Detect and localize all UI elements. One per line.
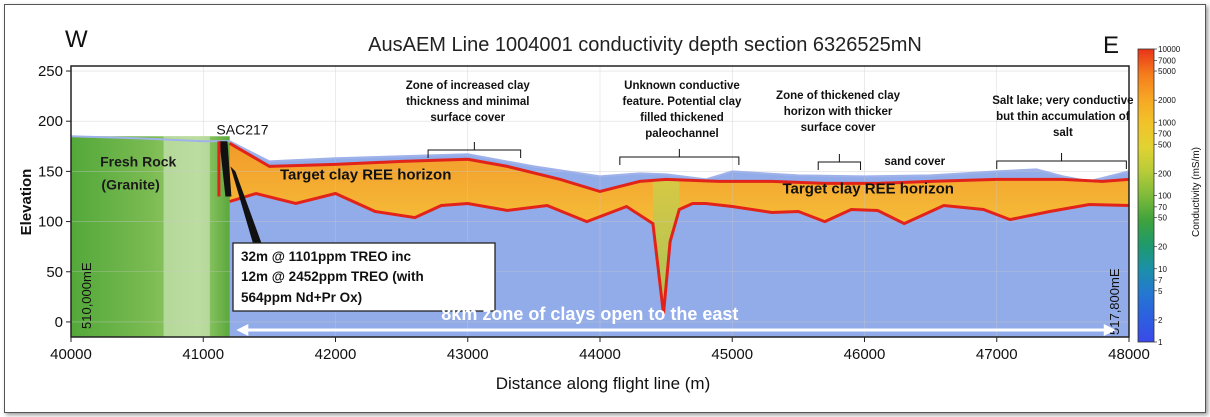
annotation-text: horizon with thicker [784,106,893,118]
y-tick-label: 50 [46,264,63,281]
clay-base-boundary [229,191,1130,315]
intercept-line-3: 564ppm Nd+Pr Ox) [241,290,362,305]
fresh-rock-sublabel: (Granite) [101,176,159,192]
annotation-text: but thin accumulation of [996,111,1130,123]
conductivity-depth-section-chart: 40000 41000 42000 43000 44000 45000 46000 47000… [18,26,1202,393]
zone-arrow-head-right [1103,324,1116,336]
colorbar-tick-label: 1000 [1158,118,1176,127]
annotation-bracket [817,154,862,170]
annotation-text: surface cover [801,122,876,134]
x-tick-label: 44000 [579,346,621,363]
colorbar [1137,48,1155,343]
annotation-text: thickness and minimal [406,96,529,108]
y-axis-ticks: 0 50 100 150 200 250 [38,63,71,331]
target-clay-label-right: Target clay REE horizon [783,180,954,197]
x-tick-label: 43000 [447,346,489,363]
colorbar-tick-label: 50 [1158,214,1167,223]
annotations: Zone of increased clay thickness and mini… [406,80,1134,170]
x-axis-ticks: 40000 41000 42000 43000 44000 45000 46000 47000… [50,337,1150,363]
intercept-callout-pointer [230,166,263,250]
ground-surface-line [70,135,1130,183]
figure-frame: 40000 41000 42000 43000 44000 45000 46000 47000… [4,4,1206,413]
y-tick-label: 200 [38,113,63,130]
colorbar-tick-label: 10000 [1158,45,1181,54]
colorbar-tick-label: 7 [1158,276,1163,285]
colorbar-tick-label: 200 [1158,169,1172,178]
annotation-text: sand cover [884,156,945,168]
x-tick-label: 47000 [976,346,1018,363]
colorbar-tick-label: 20 [1158,243,1167,252]
annotation-text: Zone of increased clay [406,80,531,92]
colorbar-tick-label: 100 [1158,192,1172,201]
colorbar-tick-label: 2000 [1158,96,1176,105]
fresh-rock-label: Fresh Rock [100,153,176,169]
target-clay-label-left: Target clay REE horizon [280,166,451,183]
intercept-line-1: 32m @ 1101ppm TREO inc [241,249,411,264]
x-tick-label: 45000 [711,346,753,363]
annotation: sand cover [884,156,945,168]
colorbar-tick-label: 7000 [1158,56,1176,65]
easting-left-label: 510,000mE [79,262,94,329]
annotation-text: Salt lake; very conductive [992,95,1133,107]
annotation-text: Unknown conductive [624,80,740,92]
annotation: Zone of increased clay thickness and mini… [406,80,531,158]
zone-arrow-head-left [236,324,249,336]
zone-arrow-label: 8km zone of clays open to the east [441,304,738,324]
y-tick-label: 100 [38,214,63,231]
colorbar-tick-label: 700 [1158,130,1172,139]
y-tick-label: 150 [38,163,63,180]
intercept-box [232,242,496,312]
zone-arrow [236,324,1116,336]
annotation-text: paleochannel [645,128,719,140]
annotation-text: filled thickened [640,112,724,124]
annotation-text: Zone of thickened clay [776,90,901,102]
colorbar-tick-label: 1 [1158,338,1163,347]
grid-lines [71,66,1129,337]
clay-conductive-layer [229,143,1129,314]
clay-top-boundary [228,142,1130,194]
colorbar-label: Conductivity (mS/m) [1191,147,1202,237]
colorbar-tick-label: 2 [1158,316,1163,325]
colorbar-tick-label: 10 [1158,265,1167,274]
drillhole-label: SAC217 [216,121,268,137]
y-tick-label: 0 [55,314,63,331]
x-tick-label: 48000 [1108,346,1150,363]
colorbar-tick-label: 500 [1158,140,1172,149]
x-axis-label: Distance along flight line (m) [496,374,710,393]
x-tick-label: 46000 [844,346,886,363]
annotation-bracket [619,149,740,165]
y-tick-label: 250 [38,63,63,80]
x-tick-label: 41000 [182,346,224,363]
x-tick-label: 40000 [50,346,92,363]
drillhole-trace [219,141,232,197]
annotation-bracket [427,142,522,158]
paleochannel-fill [652,179,680,314]
annotation: Unknown conductive feature. Potential cla… [619,80,742,165]
colorbar-tick-label: 5 [1158,287,1163,296]
x-tick-label: 42000 [315,346,357,363]
annotation-text: feature. Potential clay [623,96,742,108]
y-axis-label: Elevation [18,169,35,236]
fresh-rock-pale-band [163,136,210,337]
direction-west: W [65,26,88,53]
drillhole-mineralised-interval [217,141,221,197]
easting-right-label: 517,800mE [1107,268,1122,335]
colorbar-tick-label: 5000 [1158,67,1176,76]
direction-east: E [1103,32,1119,59]
intercept-line-2: 12m @ 2452ppm TREO (with [241,269,424,284]
annotation-text: surface cover [430,112,505,124]
annotation-bracket [996,153,1127,169]
chart-title: AusAEM Line 1004001 conductivity depth s… [368,34,922,56]
colorbar-tick-label: 70 [1158,203,1167,212]
annotation: Salt lake; very conductive but thin accum… [992,95,1134,169]
annotation-text: salt [1053,127,1073,139]
annotation: Zone of thickened clay horizon with thick… [776,90,901,170]
